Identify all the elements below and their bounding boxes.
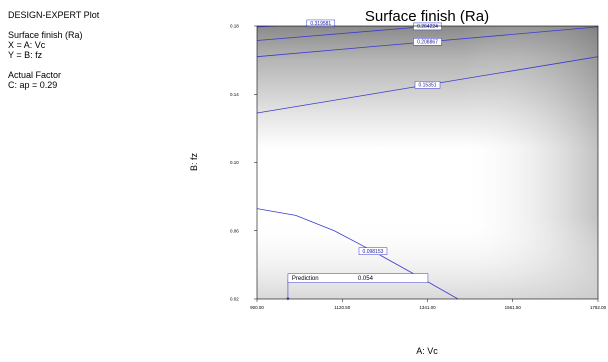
contour-label-box-2 [413, 38, 442, 46]
plot-heading: DESIGN-EXPERT Plot [8, 10, 100, 20]
prediction-value: 0.054 [358, 276, 374, 282]
contour-label-0: 0.319581 [310, 21, 331, 27]
chart-title: Surface finish (Ra) [365, 8, 489, 25]
y-tick-label-1: 0.06 [230, 228, 239, 233]
x-tick-label-3: 1561.50 [505, 305, 522, 310]
x-tick-label-2: 1341.00 [419, 305, 436, 310]
contour-label-box-1 [413, 22, 442, 31]
contour-label-box-0 [306, 19, 336, 28]
y-tick-label-2: 0.10 [230, 160, 239, 165]
contour-label-2: 0.208867 [417, 40, 438, 46]
prediction-box [287, 273, 429, 283]
x-tick-label-1: 1120.50 [334, 305, 350, 310]
x-factor: X = A: Vc [8, 40, 46, 50]
prediction-label: Prediction [292, 276, 319, 282]
contour-label-box-4 [358, 247, 388, 255]
contour-label-1: 0.264224 [417, 24, 438, 30]
y-tick-label-0: 0.02 [230, 297, 239, 302]
y-axis-label: B: fz [189, 153, 199, 172]
contour-label-3: 0.15351 [418, 83, 436, 89]
x-tick-label-0: 900.00 [250, 305, 264, 310]
y-tick-label-4: 0.18 [230, 24, 239, 29]
plot-background [257, 26, 598, 299]
response-name: Surface finish (Ra) [8, 30, 83, 40]
x-axis-label: A: Vc [416, 346, 438, 356]
contour-label-box-3 [414, 81, 441, 89]
y-factor: Y = B: fz [8, 50, 43, 60]
x-tick-label-4: 1782.00 [590, 305, 607, 310]
actual-factor-title: Actual Factor [8, 70, 62, 80]
y-tick-label-3: 0.14 [230, 92, 239, 97]
plot-info-panel: DESIGN-EXPERT Plot Surface finish (Ra) X… [8, 10, 99, 90]
actual-factor-value: C: ap = 0.29 [8, 80, 58, 90]
contour-label-4: 0.098153 [363, 249, 384, 255]
